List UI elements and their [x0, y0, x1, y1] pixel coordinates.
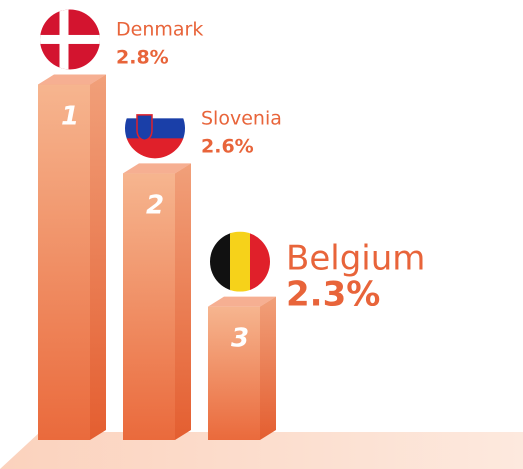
- floor: [0, 432, 523, 469]
- rank-label: 2: [146, 190, 164, 220]
- bar-side: [260, 296, 276, 440]
- rank-label: 3: [231, 324, 249, 354]
- flag: [125, 98, 185, 159]
- value-label: 2.3%: [286, 275, 380, 315]
- country-label: Slovenia: [201, 107, 282, 129]
- value-label: 2.6%: [201, 135, 254, 157]
- country-label: Denmark: [116, 18, 203, 40]
- flag-stripe: [125, 138, 185, 159]
- bar-top: [123, 163, 191, 174]
- bar: [208, 306, 260, 440]
- bar-top: [208, 296, 276, 307]
- flag: [210, 231, 270, 292]
- flag-stripe: [210, 231, 231, 292]
- flag-stripe: [230, 231, 251, 292]
- flag-stripe: [125, 118, 185, 140]
- country-label: Belgium: [286, 239, 425, 279]
- flag-stripe: [250, 231, 270, 292]
- bar-side: [175, 163, 191, 441]
- bar: [38, 84, 90, 440]
- value-label: 2.8%: [116, 46, 169, 68]
- flag-stripe: [125, 98, 185, 120]
- bar-top: [38, 74, 106, 85]
- bar-side: [90, 74, 106, 440]
- bar: [123, 173, 175, 441]
- rank-label: 1: [61, 101, 79, 131]
- flag-cross: [40, 34, 100, 44]
- flag-emblem: [136, 114, 153, 142]
- flag: [40, 9, 100, 70]
